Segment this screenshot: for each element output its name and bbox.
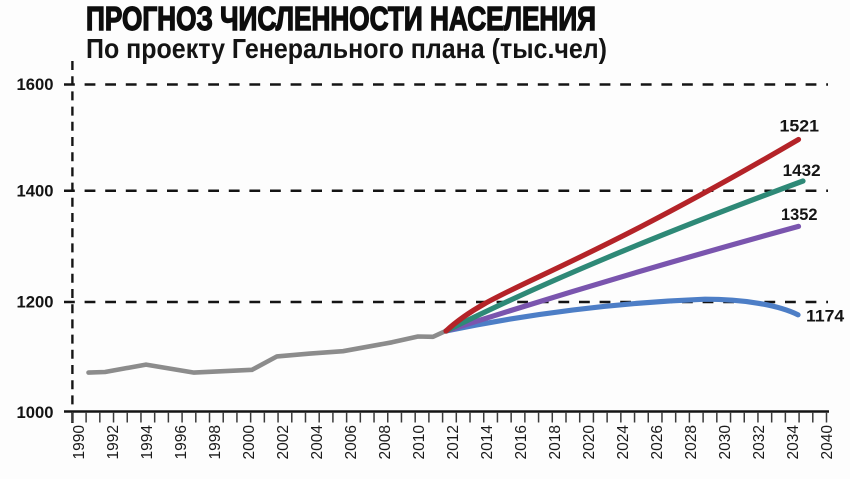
svg-text:2000: 2000 [241, 425, 258, 460]
svg-text:2030: 2030 [717, 425, 734, 460]
svg-text:2040: 2040 [819, 425, 836, 460]
svg-text:2014: 2014 [479, 425, 496, 460]
svg-text:1994: 1994 [139, 425, 156, 460]
svg-text:2028: 2028 [683, 425, 700, 459]
svg-text:1352: 1352 [781, 205, 818, 224]
svg-text:1400: 1400 [17, 182, 54, 200]
svg-text:1992: 1992 [105, 425, 122, 459]
svg-text:2016: 2016 [513, 425, 530, 459]
svg-text:1174: 1174 [806, 306, 845, 325]
svg-text:2012: 2012 [445, 425, 462, 459]
svg-text:2004: 2004 [309, 425, 326, 460]
svg-text:1990: 1990 [71, 425, 88, 460]
svg-text:1521: 1521 [780, 117, 820, 136]
svg-text:1600: 1600 [17, 76, 54, 94]
svg-text:2024: 2024 [615, 425, 632, 460]
svg-text:2020: 2020 [581, 425, 598, 460]
svg-text:1998: 1998 [207, 425, 224, 459]
svg-text:2018: 2018 [547, 425, 564, 459]
svg-text:2032: 2032 [751, 425, 768, 459]
svg-text:1432: 1432 [783, 161, 821, 180]
svg-text:2010: 2010 [411, 425, 428, 460]
svg-text:1000: 1000 [17, 404, 54, 422]
svg-text:ПРОГНОЗ ЧИСЛЕННОСТИ НАСЕЛЕНИЯ: ПРОГНОЗ ЧИСЛЕННОСТИ НАСЕЛЕНИЯ [86, 0, 596, 37]
svg-text:1200: 1200 [17, 294, 54, 312]
svg-text:1996: 1996 [173, 425, 190, 459]
svg-text:2006: 2006 [343, 425, 360, 459]
svg-text:2034: 2034 [785, 425, 802, 460]
svg-text:2002: 2002 [275, 425, 292, 459]
svg-text:2008: 2008 [377, 425, 394, 459]
svg-text:2026: 2026 [649, 425, 666, 459]
svg-text:По проекту Генерального плана: По проекту Генерального плана (тыс.чел) [86, 33, 607, 64]
